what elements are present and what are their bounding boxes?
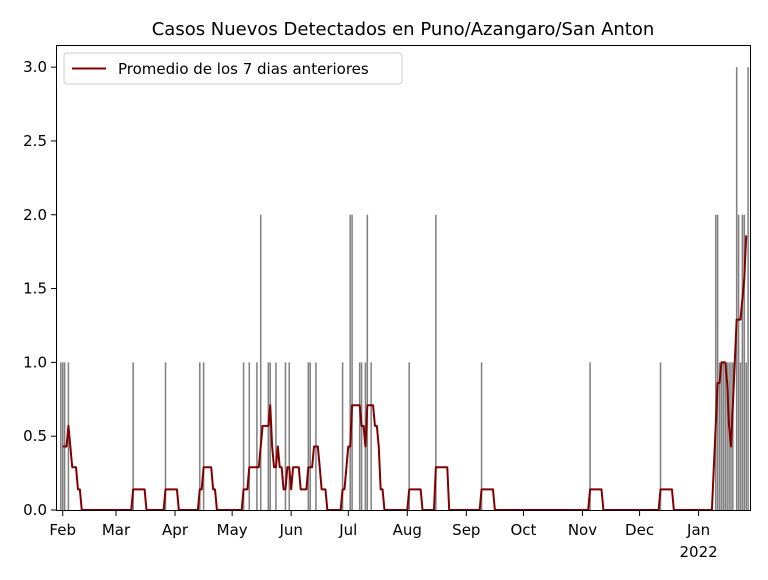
bar [242,362,245,510]
legend: Promedio de los 7 dias anteriores [63,52,403,85]
bar [202,362,205,510]
bar [199,362,201,510]
x-tick-sublabel: 2022 [680,543,718,561]
bar [659,362,662,510]
y-tick-label: 1.5 [23,280,47,298]
bar [726,362,728,510]
bar [248,362,251,510]
legend-label: Promedio de los 7 dias anteriores [118,60,369,78]
bar [739,362,742,510]
bar [722,362,725,510]
x-tick-label: Feb [49,521,76,539]
bar [735,67,738,510]
bar [480,362,483,510]
y-tick-label: 3.0 [23,58,47,76]
bar [737,214,740,510]
bar [349,214,351,510]
bar [745,362,747,510]
x-tick-label: Mar [102,521,131,539]
x-tick-label: Jun [278,521,302,539]
bar [732,362,734,510]
bar [747,67,749,510]
x-tick-label: Oct [510,521,536,539]
bar [267,362,270,510]
bar [132,362,134,510]
bar [408,362,410,510]
bar [256,362,258,510]
legend-box [63,52,403,85]
y-axis: 0.0 0.5 1.0 1.5 2.0 2.5 3.0 [23,58,57,519]
y-tick-label: 2.5 [23,132,47,150]
bar [360,362,363,510]
bar [259,214,262,510]
x-tick-label: Jan [686,521,710,539]
x-axis: Feb Mar Apr May Jun Jul Aug Sep Oct Nov Dec Jan 2022 [49,510,718,561]
bar [61,362,64,510]
bar [714,214,717,510]
x-tick-label: Nov [568,521,597,539]
bar [370,362,372,510]
bar [284,362,287,510]
bar [315,362,317,510]
bar [309,362,311,510]
bar [60,362,62,510]
x-tick-label: Jul [338,521,357,539]
bar [743,214,746,510]
bar [351,214,353,510]
bar [589,362,591,510]
bar [718,362,721,510]
bar [366,214,369,510]
x-tick-label: Dec [625,521,654,539]
y-tick-label: 2.0 [23,206,47,224]
y-tick-label: 0.5 [23,427,47,445]
bar [720,362,723,510]
bar [275,362,277,510]
plot-frame [56,45,751,511]
x-tick-label: May [217,521,248,539]
x-tick-label: Apr [162,521,189,539]
x-tick-label: Aug [393,521,422,539]
bar [358,362,361,510]
y-tick-label: 1.0 [23,353,47,371]
bar [288,362,291,510]
x-tick-label: Sep [452,521,480,539]
bar [435,214,437,510]
bar [164,362,167,510]
bar [724,362,727,510]
chart-title: Casos Nuevos Detectados en Puno/Azangaro… [152,19,655,40]
bar [269,362,271,510]
bar [341,362,344,510]
bar [716,214,719,510]
bar [741,214,744,510]
bar [63,362,66,510]
y-tick-label: 0.0 [23,501,47,519]
bar [307,362,310,510]
